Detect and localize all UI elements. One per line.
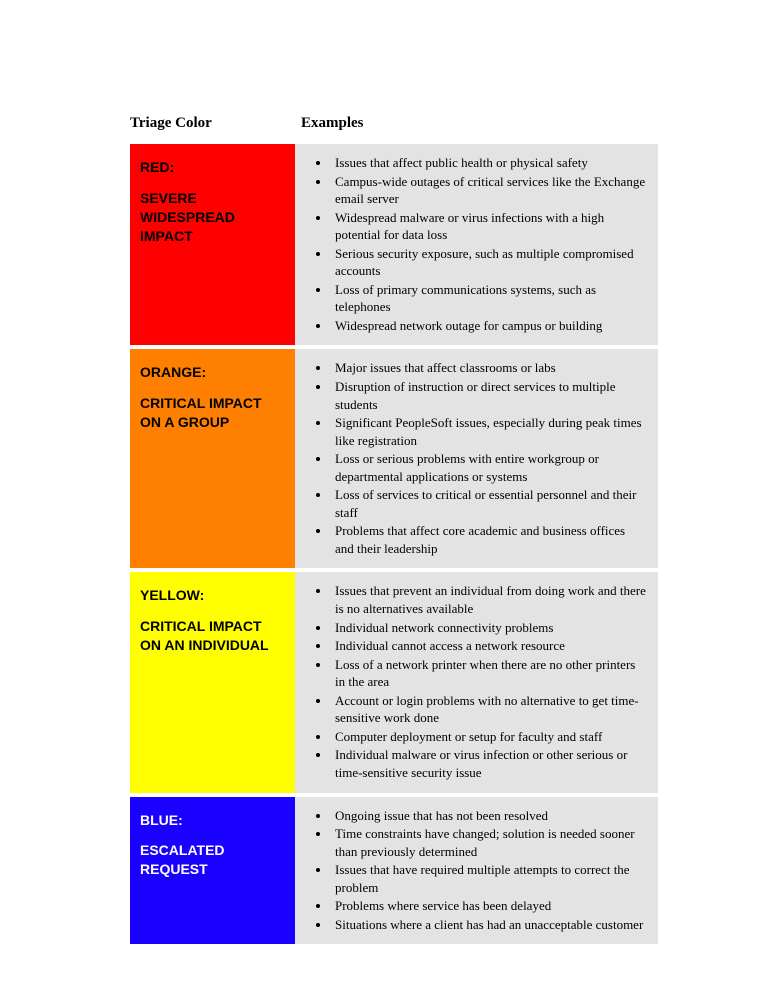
examples-list: Major issues that affect classrooms or l… (303, 359, 646, 557)
triage-subtitle: CRITICAL IMPACT ON A GROUP (140, 395, 262, 430)
example-item: Issues that have required multiple attem… (331, 861, 646, 896)
table-row: ORANGE: CRITICAL IMPACT ON A GROUP Major i… (130, 349, 658, 568)
table-row: YELLOW: CRITICAL IMPACT ON AN INDIVIDUAL I… (130, 572, 658, 792)
table-row: RED: SEVERE WIDESPREAD IMPACT Issues that … (130, 144, 658, 345)
triage-subtitle: ESCALATED REQUEST (140, 842, 225, 877)
header-triage-color: Triage Color (130, 115, 295, 138)
example-item: Problems that affect core academic and b… (331, 522, 646, 557)
example-item: Loss or serious problems with entire wor… (331, 450, 646, 485)
examples-cell: Major issues that affect classrooms or l… (295, 349, 658, 568)
example-item: Serious security exposure, such as multi… (331, 245, 646, 280)
triage-title: RED: (140, 158, 285, 177)
triage-title: ORANGE: (140, 363, 285, 382)
example-item: Issues that prevent an individual from d… (331, 582, 646, 617)
example-item: Computer deployment or setup for faculty… (331, 728, 646, 746)
triage-color-cell-yellow: YELLOW: CRITICAL IMPACT ON AN INDIVIDUAL (130, 572, 295, 792)
examples-cell: Ongoing issue that has not been resolved… (295, 797, 658, 945)
table-body: RED: SEVERE WIDESPREAD IMPACT Issues that … (130, 144, 658, 944)
triage-subtitle: CRITICAL IMPACT ON AN INDIVIDUAL (140, 618, 269, 653)
example-item: Loss of primary communications systems, … (331, 281, 646, 316)
table-row: BLUE: ESCALATED REQUEST Ongoing issue that… (130, 797, 658, 945)
triage-color-cell-orange: ORANGE: CRITICAL IMPACT ON A GROUP (130, 349, 295, 568)
example-item: Significant PeopleSoft issues, especiall… (331, 414, 646, 449)
example-item: Account or login problems with no altern… (331, 692, 646, 727)
triage-title: YELLOW: (140, 586, 285, 605)
example-item: Campus-wide outages of critical services… (331, 173, 646, 208)
example-item: Widespread network outage for campus or … (331, 317, 646, 335)
example-item: Loss of a network printer when there are… (331, 656, 646, 691)
table-header-row: Triage Color Examples (130, 115, 658, 138)
examples-list: Issues that affect public health or phys… (303, 154, 646, 334)
triage-color-cell-red: RED: SEVERE WIDESPREAD IMPACT (130, 144, 295, 345)
example-item: Widespread malware or virus infections w… (331, 209, 646, 244)
example-item: Individual network connectivity problems (331, 619, 646, 637)
examples-list: Ongoing issue that has not been resolved… (303, 807, 646, 934)
example-item: Issues that affect public health or phys… (331, 154, 646, 172)
triage-subtitle: SEVERE WIDESPREAD IMPACT (140, 190, 235, 244)
examples-cell: Issues that affect public health or phys… (295, 144, 658, 345)
header-examples: Examples (295, 115, 658, 138)
triage-title: BLUE: (140, 811, 285, 830)
example-item: Disruption of instruction or direct serv… (331, 378, 646, 413)
triage-color-cell-blue: BLUE: ESCALATED REQUEST (130, 797, 295, 945)
example-item: Ongoing issue that has not been resolved (331, 807, 646, 825)
example-item: Situations where a client has had an una… (331, 916, 646, 934)
example-item: Loss of services to critical or essentia… (331, 486, 646, 521)
example-item: Time constraints have changed; solution … (331, 825, 646, 860)
example-item: Individual malware or virus infection or… (331, 746, 646, 781)
examples-cell: Issues that prevent an individual from d… (295, 572, 658, 792)
example-item: Individual cannot access a network resou… (331, 637, 646, 655)
examples-list: Issues that prevent an individual from d… (303, 582, 646, 781)
example-item: Major issues that affect classrooms or l… (331, 359, 646, 377)
triage-table: Triage Color Examples RED: SEVERE WIDESPR… (130, 115, 658, 944)
example-item: Problems where service has been delayed (331, 897, 646, 915)
